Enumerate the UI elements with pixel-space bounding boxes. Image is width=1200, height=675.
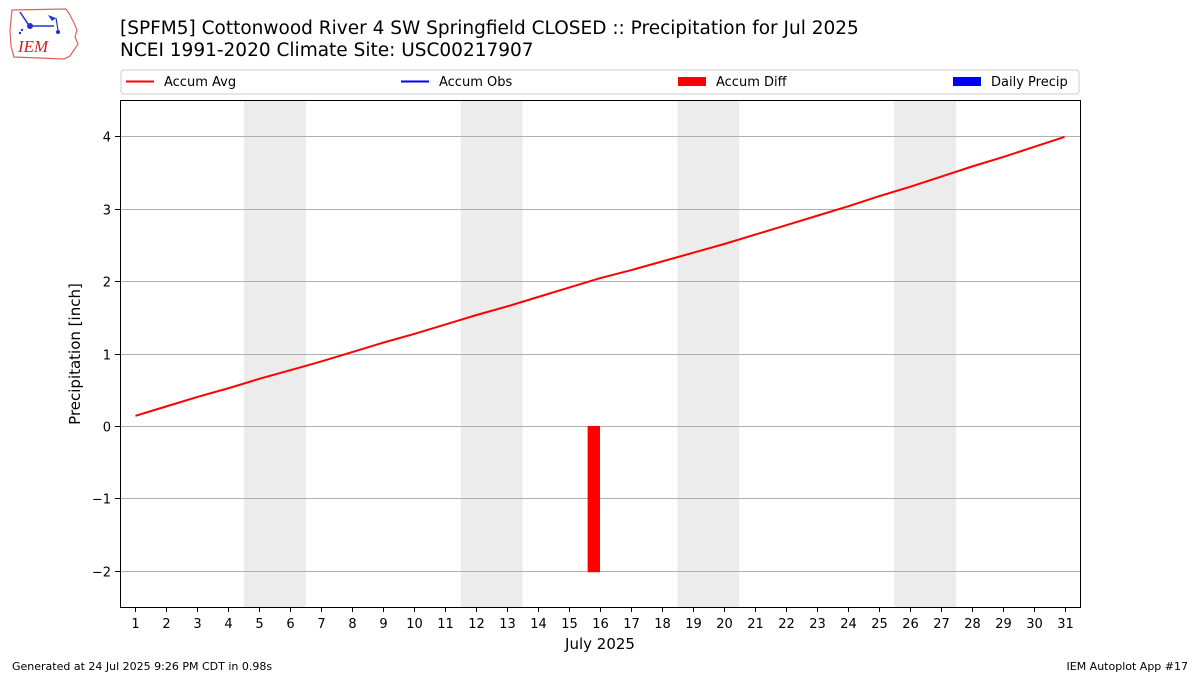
y-tick-label: 4 <box>103 131 111 146</box>
x-tick-label: 16 <box>592 617 609 632</box>
x-axis-label: July 2025 <box>564 635 635 653</box>
x-tick-label: 28 <box>964 617 981 632</box>
x-tick-label: 25 <box>871 617 888 632</box>
x-tick-label: 27 <box>933 617 950 632</box>
weekend-band <box>677 100 740 607</box>
legend-label-daily-precip: Daily Precip <box>991 75 1068 90</box>
x-tick-label: 7 <box>317 617 325 632</box>
y-tick-label: 0 <box>103 421 111 436</box>
gridlines <box>120 136 1080 572</box>
legend-label-accum-obs: Accum Obs <box>439 75 512 90</box>
weekend-band <box>243 100 306 607</box>
legend-label-accum-diff: Accum Diff <box>716 75 788 90</box>
legend-swatch-accum-diff <box>678 77 706 86</box>
x-tick-label: 1 <box>131 617 139 632</box>
accum-diff-bar <box>587 425 600 573</box>
x-tick-label: 26 <box>902 617 919 632</box>
chart-subtitle: NCEI 1991-2020 Climate Site: USC00217907 <box>120 40 534 61</box>
x-tick-label: 13 <box>499 617 516 632</box>
app-credit: IEM Autoplot App #17 <box>1066 660 1189 673</box>
x-tick-label: 24 <box>840 617 857 632</box>
legend: Accum Avg Accum Obs Accum Diff Daily Precip <box>120 69 1080 95</box>
x-tick-label: 30 <box>1026 617 1043 632</box>
x-tick-label: 29 <box>995 617 1012 632</box>
x-tick-label: 14 <box>530 617 547 632</box>
x-tick-label: 18 <box>654 617 671 632</box>
logo-text: IEM <box>17 37 49 56</box>
x-tick-label: 12 <box>468 617 485 632</box>
y-tick-label: −2 <box>92 566 111 581</box>
x-tick-label: 2 <box>162 617 170 632</box>
x-tick-label: 15 <box>561 617 578 632</box>
chart-title: [SPFM5] Cottonwood River 4 SW Springfiel… <box>120 18 859 39</box>
x-tick-label: 31 <box>1057 617 1074 632</box>
legend-label-accum-avg: Accum Avg <box>164 75 236 90</box>
iem-logo: IEM <box>9 8 79 60</box>
weekend-shading <box>243 100 957 607</box>
weekend-band <box>894 100 957 607</box>
generated-note: Generated at 24 Jul 2025 9:26 PM CDT in … <box>12 660 273 673</box>
weekend-band <box>460 100 523 607</box>
accum-avg-line <box>135 135 1065 417</box>
y-tick-label: 2 <box>103 276 111 291</box>
x-tick-label: 9 <box>379 617 387 632</box>
legend-box <box>120 69 1080 95</box>
x-tick-label: 19 <box>685 617 702 632</box>
x-tick-label: 3 <box>193 617 201 632</box>
x-tick-label: 6 <box>286 617 294 632</box>
x-tick-label: 10 <box>406 617 423 632</box>
legend-swatch-daily-precip <box>953 77 981 86</box>
y-tick-label: 3 <box>103 204 111 219</box>
x-tick-label: 23 <box>809 617 826 632</box>
series-lines <box>135 135 1065 417</box>
y-tick-label: −1 <box>92 493 111 508</box>
x-tick-label: 8 <box>348 617 356 632</box>
x-tick-label: 20 <box>716 617 733 632</box>
x-tick-label: 21 <box>747 617 764 632</box>
y-axis-label: Precipitation [inch] <box>66 283 84 425</box>
accum-diff-bars <box>587 425 600 573</box>
x-tick-label: 11 <box>437 617 454 632</box>
x-tick-label: 22 <box>778 617 795 632</box>
x-tick-label: 17 <box>623 617 640 632</box>
y-tick-label: 1 <box>103 349 111 364</box>
x-tick-label: 4 <box>224 617 232 632</box>
x-tick-label: 5 <box>255 617 263 632</box>
